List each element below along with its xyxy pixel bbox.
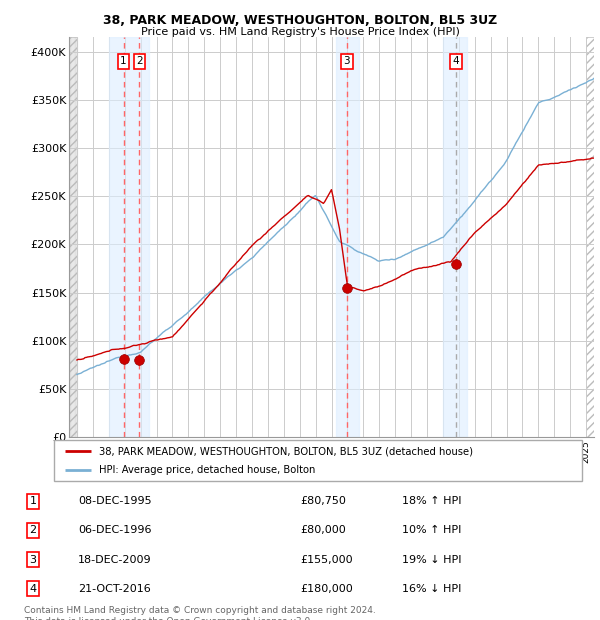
Text: 21-OCT-2016: 21-OCT-2016 (78, 583, 151, 594)
Text: 1: 1 (29, 496, 37, 507)
Text: Contains HM Land Registry data © Crown copyright and database right 2024.
This d: Contains HM Land Registry data © Crown c… (24, 606, 376, 620)
Bar (70, 37, 71, 437)
Text: 2: 2 (29, 525, 37, 536)
Text: 4: 4 (29, 583, 37, 594)
Text: Price paid vs. HM Land Registry's House Price Index (HPI): Price paid vs. HM Land Registry's House … (140, 27, 460, 37)
Text: 4: 4 (452, 56, 459, 66)
Bar (69, 37, 70, 437)
Text: 08-DEC-1995: 08-DEC-1995 (78, 496, 152, 507)
Text: HPI: Average price, detached house, Bolton: HPI: Average price, detached house, Bolt… (99, 466, 315, 476)
Text: 16% ↓ HPI: 16% ↓ HPI (402, 583, 461, 594)
Text: £80,000: £80,000 (300, 525, 346, 536)
Text: £155,000: £155,000 (300, 554, 353, 565)
Bar (586, 37, 594, 437)
Bar (69, 37, 77, 437)
Bar (71, 37, 72, 437)
Text: 18% ↑ HPI: 18% ↑ HPI (402, 496, 461, 507)
Text: 1: 1 (120, 56, 127, 66)
Text: £180,000: £180,000 (300, 583, 353, 594)
Text: 06-DEC-1996: 06-DEC-1996 (78, 525, 151, 536)
Text: 38, PARK MEADOW, WESTHOUGHTON, BOLTON, BL5 3UZ (detached house): 38, PARK MEADOW, WESTHOUGHTON, BOLTON, B… (99, 446, 473, 456)
Bar (69, 37, 77, 437)
Bar (74, 37, 75, 437)
Bar (586, 37, 594, 437)
Bar (109, 37, 149, 437)
Text: 19% ↓ HPI: 19% ↓ HPI (402, 554, 461, 565)
Text: 3: 3 (29, 554, 37, 565)
Text: 38, PARK MEADOW, WESTHOUGHTON, BOLTON, BL5 3UZ: 38, PARK MEADOW, WESTHOUGHTON, BOLTON, B… (103, 14, 497, 27)
Bar (443, 37, 467, 437)
Text: 3: 3 (343, 56, 350, 66)
Text: 18-DEC-2009: 18-DEC-2009 (78, 554, 152, 565)
Text: 2: 2 (136, 56, 143, 66)
Bar (336, 37, 359, 437)
Text: 10% ↑ HPI: 10% ↑ HPI (402, 525, 461, 536)
Text: £80,750: £80,750 (300, 496, 346, 507)
